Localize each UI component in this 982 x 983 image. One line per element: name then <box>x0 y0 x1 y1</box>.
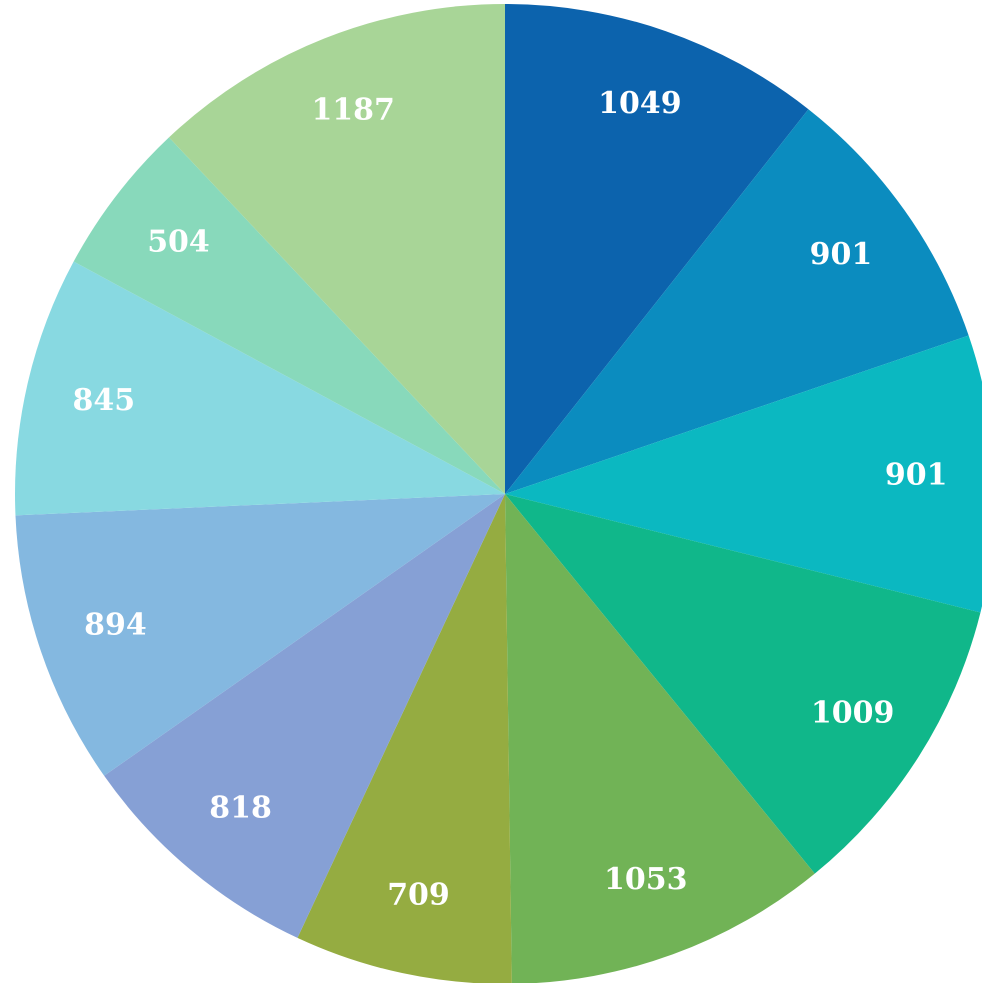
pie-slice-6 <box>297 494 512 983</box>
pie-slice-8 <box>15 494 505 776</box>
pie-slices <box>15 4 982 983</box>
pie-slice-10 <box>73 137 505 495</box>
pie-slice-1 <box>505 4 809 494</box>
pie-slice-3 <box>505 335 982 613</box>
pie-slice-9 <box>15 261 505 516</box>
pie-slice-label-1: 1049 <box>598 86 682 121</box>
pie-slice-label-3: 901 <box>885 457 948 492</box>
pie-slice-label-7: 818 <box>209 790 272 825</box>
pie-slice-label-8: 894 <box>84 608 147 643</box>
pie-slice-11 <box>168 4 506 494</box>
pie-slice-2 <box>505 109 969 494</box>
pie-slice-4 <box>505 494 981 874</box>
pie-slice-label-5: 1053 <box>604 862 688 897</box>
pie-slice-label-9: 845 <box>72 383 135 418</box>
pie-slice-label-2: 901 <box>810 237 873 272</box>
pie-slice-label-4: 1009 <box>811 696 895 731</box>
pie-slice-label-6: 709 <box>387 877 450 912</box>
pie-slice-7 <box>104 494 505 938</box>
pie-labels: 1049 901 901 1009 1053 709 818 894 845 504 1187 <box>72 86 947 912</box>
pie-slice-label-11: 1187 <box>311 92 395 127</box>
pie-slice-5 <box>505 494 815 983</box>
pie-slice-label-10: 504 <box>147 224 210 259</box>
